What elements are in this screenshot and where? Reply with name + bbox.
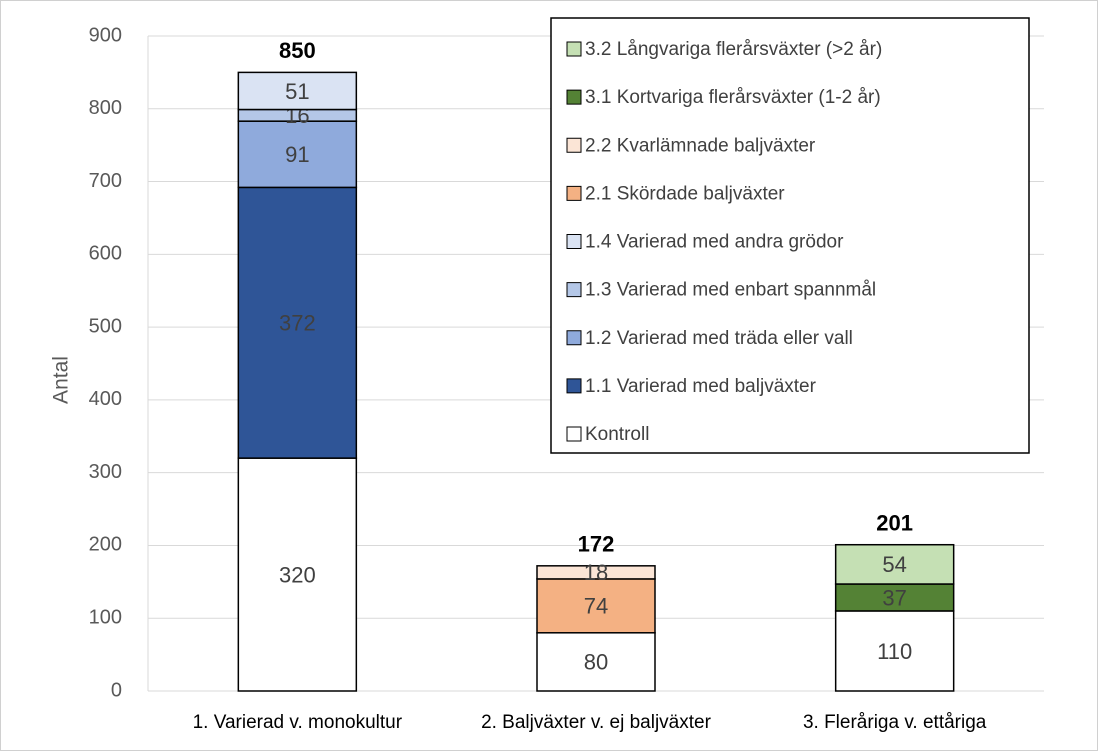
total-label: 201 (876, 511, 913, 536)
y-tick-label: 300 (89, 461, 122, 483)
y-tick-label: 600 (89, 243, 122, 265)
data-label: 372 (279, 311, 316, 336)
bar-segment (536, 632, 656, 692)
data-label: 74 (584, 594, 608, 619)
y-tick-label: 700 (89, 170, 122, 192)
bar-segment (237, 120, 358, 189)
bar-segment (536, 565, 656, 580)
legend-label: 3.2 Långvariga flerårsväxter (>2 år) (585, 39, 882, 60)
legend-swatch (566, 89, 582, 105)
legend-swatch (566, 330, 582, 346)
bar-segment (237, 71, 358, 111)
legend-label: Kontroll (585, 424, 649, 445)
bar-segment (834, 583, 955, 612)
x-tick-label: 2. Baljväxter v. ej baljväxter (481, 712, 712, 733)
legend-label: 3.1 Kortvariga flerårsväxter (1-2 år) (585, 87, 881, 108)
legend-label: 1.2 Varierad med träda eller vall (585, 328, 853, 349)
legend-swatch (566, 234, 582, 249)
total-label: 850 (279, 38, 316, 63)
y-axis-label: Antal (50, 356, 73, 404)
data-label: 91 (285, 142, 309, 167)
bar-segment (834, 610, 955, 692)
total-label: 172 (578, 532, 615, 557)
data-label: 54 (882, 552, 906, 577)
legend-label: 2.1 Skördade baljväxter (585, 183, 785, 204)
y-tick-label: 400 (89, 388, 122, 410)
data-label: 320 (279, 562, 316, 587)
bar-segment (834, 543, 955, 585)
y-tick-label: 0 (111, 679, 122, 701)
data-label: 110 (877, 639, 912, 664)
y-tick-label: 100 (89, 607, 122, 629)
legend-swatch (566, 41, 582, 57)
x-tick-label: 3. Fleråriga v. ettåriga (803, 712, 987, 733)
data-label: 37 (882, 585, 906, 610)
legend-label: 1.4 Varierad med andra grödor (585, 232, 844, 253)
bar-segment (237, 457, 358, 692)
legend-label: 1.1 Varierad med baljväxter (585, 376, 817, 397)
bar-segment (536, 578, 656, 634)
x-tick-label: 1. Varierad v. monokultur (193, 712, 403, 733)
legend-swatch (566, 282, 582, 298)
legend-swatch (566, 378, 582, 394)
y-tick-label: 900 (89, 24, 122, 46)
bar-segment (237, 186, 358, 459)
y-tick-label: 500 (89, 315, 122, 337)
y-tick-label: 200 (89, 534, 122, 556)
legend-swatch (566, 137, 582, 153)
data-label: 80 (584, 650, 608, 675)
legend-label: 1.3 Varierad med enbart spannmål (585, 280, 876, 301)
legend-swatch (566, 185, 582, 201)
legend-label: 2.2 Kvarlämnade baljväxter (585, 135, 816, 156)
data-label: 51 (285, 79, 309, 104)
legend-box (550, 17, 1030, 454)
y-tick-label: 800 (89, 97, 122, 119)
data-label: 18 (584, 560, 608, 585)
legend-swatch (566, 426, 582, 442)
